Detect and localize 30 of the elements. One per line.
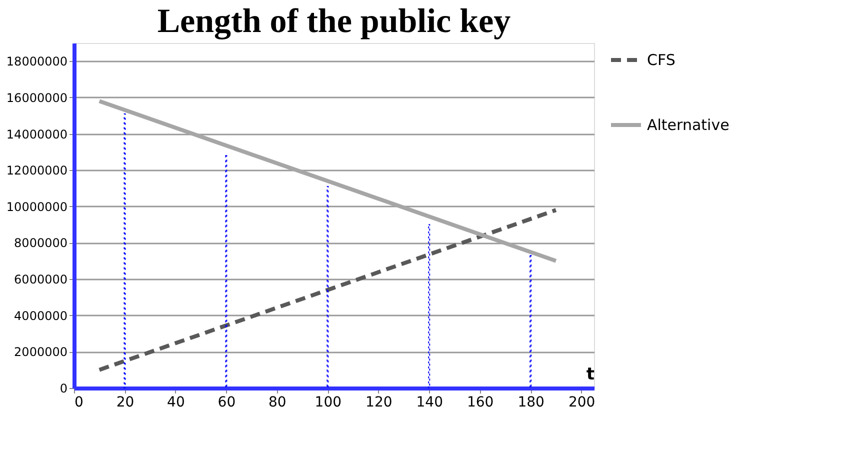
bar: [124, 113, 126, 388]
x-tick-label: 80: [268, 394, 286, 410]
x-tick-label: 200: [568, 394, 596, 410]
bar: [225, 155, 228, 388]
y-tick-label: 2000000: [14, 345, 68, 360]
bar: [530, 254, 532, 388]
x-tick-label: 120: [366, 394, 392, 410]
x-tick-label: 160: [466, 394, 494, 410]
chart-title: Length of the public key: [157, 3, 511, 40]
x-tick-label: 60: [218, 394, 236, 410]
y-tick-label: 12000000: [6, 164, 68, 178]
y-tick-label: 16000000: [6, 90, 68, 105]
y-tick-label: 4000000: [14, 308, 68, 323]
y-tick-label: 10000000: [6, 200, 68, 214]
x-tick-label: 140: [416, 394, 443, 410]
y-tick-label: 6000000: [14, 272, 68, 287]
x-tick-label: 20: [116, 394, 134, 410]
y-tick-label: 18000000: [6, 54, 68, 69]
bar: [428, 224, 430, 388]
legend-label: Alternative: [647, 116, 730, 134]
legend-label: CFS: [647, 51, 676, 69]
x-tick-label: 100: [314, 394, 342, 410]
y-tick-label: 0: [60, 382, 68, 396]
x-tick-label: 180: [518, 394, 544, 410]
bar: [326, 186, 329, 388]
x-axis-title: t: [586, 364, 594, 384]
y-tick-label: 14000000: [6, 127, 68, 142]
x-tick-label: 40: [167, 394, 185, 410]
x-tick-label: 0: [74, 394, 84, 410]
y-tick-label: 8000000: [14, 236, 68, 250]
